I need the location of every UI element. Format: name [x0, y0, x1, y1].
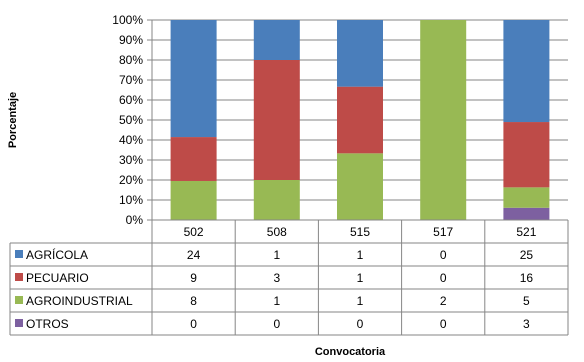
data-value-label: 9	[190, 271, 197, 285]
bar-segment	[503, 122, 550, 188]
y-tick-label: 20%	[119, 173, 143, 187]
bars	[170, 20, 550, 220]
x-category-label: 517	[433, 225, 453, 239]
data-value-label: 0	[440, 248, 447, 262]
bar-segment	[337, 153, 383, 220]
data-value-label: 16	[520, 271, 534, 285]
y-tick-label: 10%	[119, 193, 143, 207]
data-value-label: 24	[187, 248, 201, 262]
legend-label: AGRÍCOLA	[26, 247, 88, 262]
y-tick-label: 70%	[119, 73, 143, 87]
data-value-label: 2	[440, 294, 447, 308]
y-tick-label: 50%	[119, 113, 143, 127]
data-value-label: 0	[357, 317, 364, 331]
data-value-label: 5	[523, 294, 530, 308]
bar-segment	[170, 137, 217, 181]
legend-swatch	[15, 296, 23, 304]
y-tick-label: 40%	[119, 133, 143, 147]
bar-segment	[170, 180, 217, 220]
y-tick-label: 90%	[119, 33, 143, 47]
data-value-label: 0	[440, 317, 447, 331]
bar-segment	[420, 20, 467, 220]
data-value-label: 1	[273, 294, 280, 308]
bar-segment	[503, 187, 550, 208]
bar-segment	[337, 20, 383, 87]
legend-label: PECUARIO	[26, 271, 89, 285]
data-value-label: 0	[440, 271, 447, 285]
bar-segment	[170, 20, 217, 138]
bar-segment	[503, 207, 550, 220]
x-category-label: 508	[267, 225, 287, 239]
y-tick-label: 80%	[119, 53, 143, 67]
axes	[147, 19, 568, 221]
y-tick-label: 30%	[119, 153, 143, 167]
y-tick-labels: 0% 10% 20% 30% 40% 50% 60% 70% 80% 90% 100%	[112, 13, 143, 227]
data-value-label: 1	[357, 271, 364, 285]
legend-label: OTROS	[26, 317, 69, 331]
data-value-label: 8	[190, 294, 197, 308]
data-value-label: 25	[520, 248, 534, 262]
data-value-label: 3	[523, 317, 530, 331]
data-value-label: 1	[357, 248, 364, 262]
bar-segment	[503, 20, 550, 123]
bar-segment	[253, 180, 300, 220]
y-axis-label: Porcentaje	[7, 92, 19, 148]
y-tick-label: 0%	[126, 213, 144, 227]
x-category-label: 502	[184, 225, 204, 239]
data-value-label: 3	[273, 271, 280, 285]
data-value-label: 0	[273, 317, 280, 331]
y-tick-label: 60%	[119, 93, 143, 107]
x-axis-label: Convocatoria	[315, 346, 386, 358]
legend-swatch	[15, 273, 23, 281]
y-tick-label: 100%	[112, 13, 143, 27]
legend-label: AGROINDUSTRIAL	[26, 294, 133, 308]
data-value-label: 1	[273, 248, 280, 262]
bar-segment	[337, 86, 383, 154]
data-value-label: 0	[190, 317, 197, 331]
legend-swatch	[15, 319, 23, 327]
bar-segment	[253, 60, 300, 180]
bar-segment	[253, 20, 300, 60]
x-category-label: 521	[516, 225, 536, 239]
data-value-label: 1	[357, 294, 364, 308]
legend-swatch	[15, 250, 23, 258]
x-category-label: 515	[350, 225, 370, 239]
